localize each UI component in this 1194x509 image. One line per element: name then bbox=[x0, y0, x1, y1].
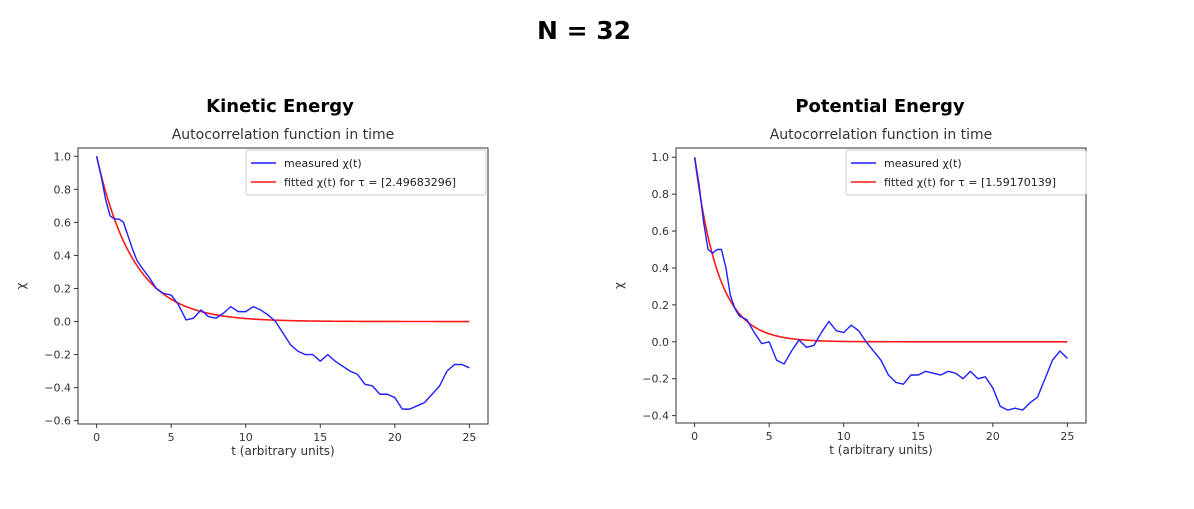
measured-curve-line bbox=[95, 156, 470, 410]
x-tick-label: 25 bbox=[1060, 430, 1074, 443]
y-tick-label: −0.4 bbox=[642, 410, 669, 423]
chart-subtitle: Autocorrelation function in time bbox=[172, 127, 395, 143]
x-tick-label: 5 bbox=[766, 430, 773, 443]
x-axis-label: t (arbitrary units) bbox=[231, 444, 334, 458]
y-axis-label: χ bbox=[612, 282, 626, 289]
legend-entry: measured χ(t) bbox=[284, 157, 362, 170]
legend-entry: fitted χ(t) for τ = [2.49683296] bbox=[284, 176, 456, 189]
fitted-curve-line bbox=[693, 157, 1068, 343]
y-tick-label: 0.8 bbox=[652, 188, 670, 201]
x-tick-label: 10 bbox=[837, 430, 851, 443]
x-tick-label: 20 bbox=[986, 430, 1000, 443]
y-tick-label: 0.4 bbox=[652, 262, 670, 275]
page-title: N = 32 bbox=[536, 16, 632, 45]
x-tick-label: 25 bbox=[462, 431, 476, 444]
plot-frame bbox=[77, 147, 489, 425]
plot-area bbox=[693, 157, 1068, 411]
x-tick-label: 5 bbox=[168, 431, 175, 444]
legend-box bbox=[245, 149, 487, 196]
y-tick-label: −0.2 bbox=[642, 373, 669, 386]
plot-area bbox=[95, 156, 470, 410]
potential-energy-panel-title: Potential Energy bbox=[795, 96, 965, 117]
y-tick-label: 0.0 bbox=[54, 316, 72, 329]
y-tick-label: 0.2 bbox=[54, 282, 72, 295]
x-tick-label: 15 bbox=[911, 430, 925, 443]
x-tick-label: 0 bbox=[691, 430, 698, 443]
y-tick-label: 0.4 bbox=[54, 249, 72, 262]
y-axis-label: χ bbox=[14, 282, 28, 289]
legend-box bbox=[845, 149, 1087, 196]
x-tick-label: 10 bbox=[239, 431, 253, 444]
measured-curve-line bbox=[693, 157, 1068, 411]
x-tick-label: 0 bbox=[93, 431, 100, 444]
plot-frame bbox=[675, 147, 1087, 424]
y-tick-label: 1.0 bbox=[54, 150, 72, 163]
legend-entry: fitted χ(t) for τ = [1.59170139] bbox=[884, 176, 1056, 189]
legend-entry: measured χ(t) bbox=[884, 157, 962, 170]
y-tick-label: −0.4 bbox=[44, 382, 71, 395]
y-tick-label: −0.2 bbox=[44, 349, 71, 362]
y-tick-label: 1.0 bbox=[652, 151, 670, 164]
chart-subtitle: Autocorrelation function in time bbox=[770, 127, 993, 143]
y-tick-label: 0.6 bbox=[652, 225, 670, 238]
x-tick-label: 15 bbox=[313, 431, 327, 444]
x-axis-label: t (arbitrary units) bbox=[829, 443, 932, 457]
kinetic-energy-panel-title: Kinetic Energy bbox=[206, 96, 354, 117]
y-tick-label: 0.8 bbox=[54, 183, 72, 196]
x-tick-label: 20 bbox=[388, 431, 402, 444]
y-tick-label: 0.6 bbox=[54, 216, 72, 229]
y-tick-label: −0.6 bbox=[44, 415, 71, 428]
y-tick-label: 0.2 bbox=[652, 299, 670, 312]
y-tick-label: 0.0 bbox=[652, 336, 670, 349]
